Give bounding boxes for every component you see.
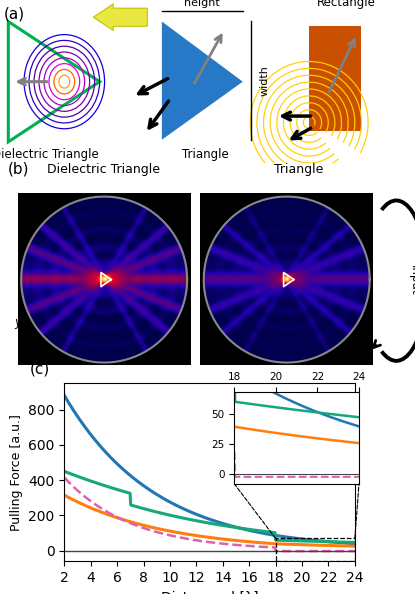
FancyArrow shape — [93, 4, 147, 30]
Text: (a): (a) — [3, 7, 24, 21]
Text: height: height — [184, 0, 220, 8]
Text: Rectangle: Rectangle — [317, 0, 376, 10]
Text: Triangle: Triangle — [182, 148, 229, 161]
Text: Dielectric Triangle: Dielectric Triangle — [47, 163, 160, 176]
Y-axis label: Pulling Force [a.u.]: Pulling Force [a.u.] — [10, 414, 23, 530]
Text: width: width — [260, 65, 270, 96]
Text: y: y — [15, 316, 22, 329]
Polygon shape — [162, 21, 243, 140]
Bar — [309, 26, 361, 131]
Text: (c): (c) — [29, 361, 50, 376]
Text: Input: Input — [408, 266, 415, 296]
Text: Dielectric Triangle: Dielectric Triangle — [0, 148, 99, 161]
Bar — [276, 538, 355, 561]
X-axis label: Distance d [λ]: Distance d [λ] — [161, 590, 259, 594]
Text: x: x — [48, 347, 55, 360]
Text: Triangle: Triangle — [274, 163, 323, 176]
Text: (b): (b) — [7, 161, 29, 176]
